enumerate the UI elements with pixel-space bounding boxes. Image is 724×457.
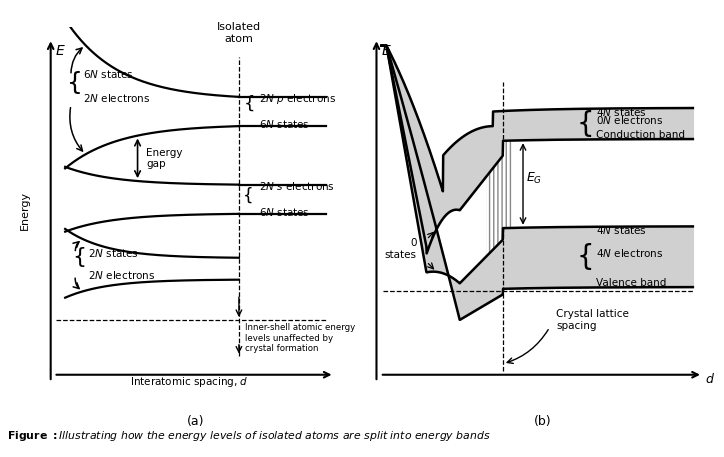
Text: $E_G$: $E_G$ bbox=[526, 171, 542, 186]
Text: 0
states: 0 states bbox=[384, 238, 416, 260]
Text: Valence band: Valence band bbox=[597, 278, 667, 288]
Text: Isolated
atom: Isolated atom bbox=[217, 22, 261, 44]
Text: Energy: Energy bbox=[20, 191, 30, 230]
Text: (a): (a) bbox=[187, 415, 204, 428]
Text: $E$: $E$ bbox=[55, 44, 66, 58]
Text: $d$: $d$ bbox=[704, 372, 715, 386]
Text: (b): (b) bbox=[534, 415, 552, 428]
Text: $6N$ states: $6N$ states bbox=[83, 68, 133, 80]
Text: $E$: $E$ bbox=[382, 44, 392, 58]
Text: $2N$ $s$ electrons: $2N$ $s$ electrons bbox=[259, 181, 335, 192]
Text: Crystal lattice
spacing: Crystal lattice spacing bbox=[556, 309, 629, 331]
Text: $2N$ electrons: $2N$ electrons bbox=[88, 269, 156, 282]
Text: Interatomic spacing, $d$: Interatomic spacing, $d$ bbox=[130, 375, 249, 389]
Text: {: { bbox=[576, 110, 594, 138]
Text: $0N$ electrons: $0N$ electrons bbox=[597, 114, 663, 126]
Text: {: { bbox=[243, 186, 254, 205]
Text: {: { bbox=[576, 243, 594, 271]
Text: Conduction band: Conduction band bbox=[597, 130, 686, 140]
Text: $4N$ states: $4N$ states bbox=[597, 224, 647, 236]
Text: $6N$ states: $6N$ states bbox=[259, 118, 310, 130]
Text: Energy
gap: Energy gap bbox=[146, 148, 182, 169]
Text: $2N$ electrons: $2N$ electrons bbox=[83, 91, 150, 104]
Text: {: { bbox=[67, 71, 83, 95]
Text: Inner-shell atomic energy
levels unaffected by
crystal formation: Inner-shell atomic energy levels unaffec… bbox=[245, 323, 355, 353]
Text: $\mathbf{Figure\ :}$$\mathit{Illustrating\ how\ the\ energy\ levels\ of\ isolate: $\mathbf{Figure\ :}$$\mathit{Illustratin… bbox=[7, 429, 491, 443]
Text: {: { bbox=[72, 247, 87, 267]
Text: $2N$ states: $2N$ states bbox=[88, 247, 139, 260]
Text: $4N$ electrons: $4N$ electrons bbox=[597, 247, 663, 259]
Text: $6N$ states: $6N$ states bbox=[259, 206, 310, 218]
Text: $4N$ states: $4N$ states bbox=[597, 106, 647, 118]
Text: {: { bbox=[243, 95, 255, 113]
Text: $2N$ $p$ electrons: $2N$ $p$ electrons bbox=[259, 92, 337, 106]
